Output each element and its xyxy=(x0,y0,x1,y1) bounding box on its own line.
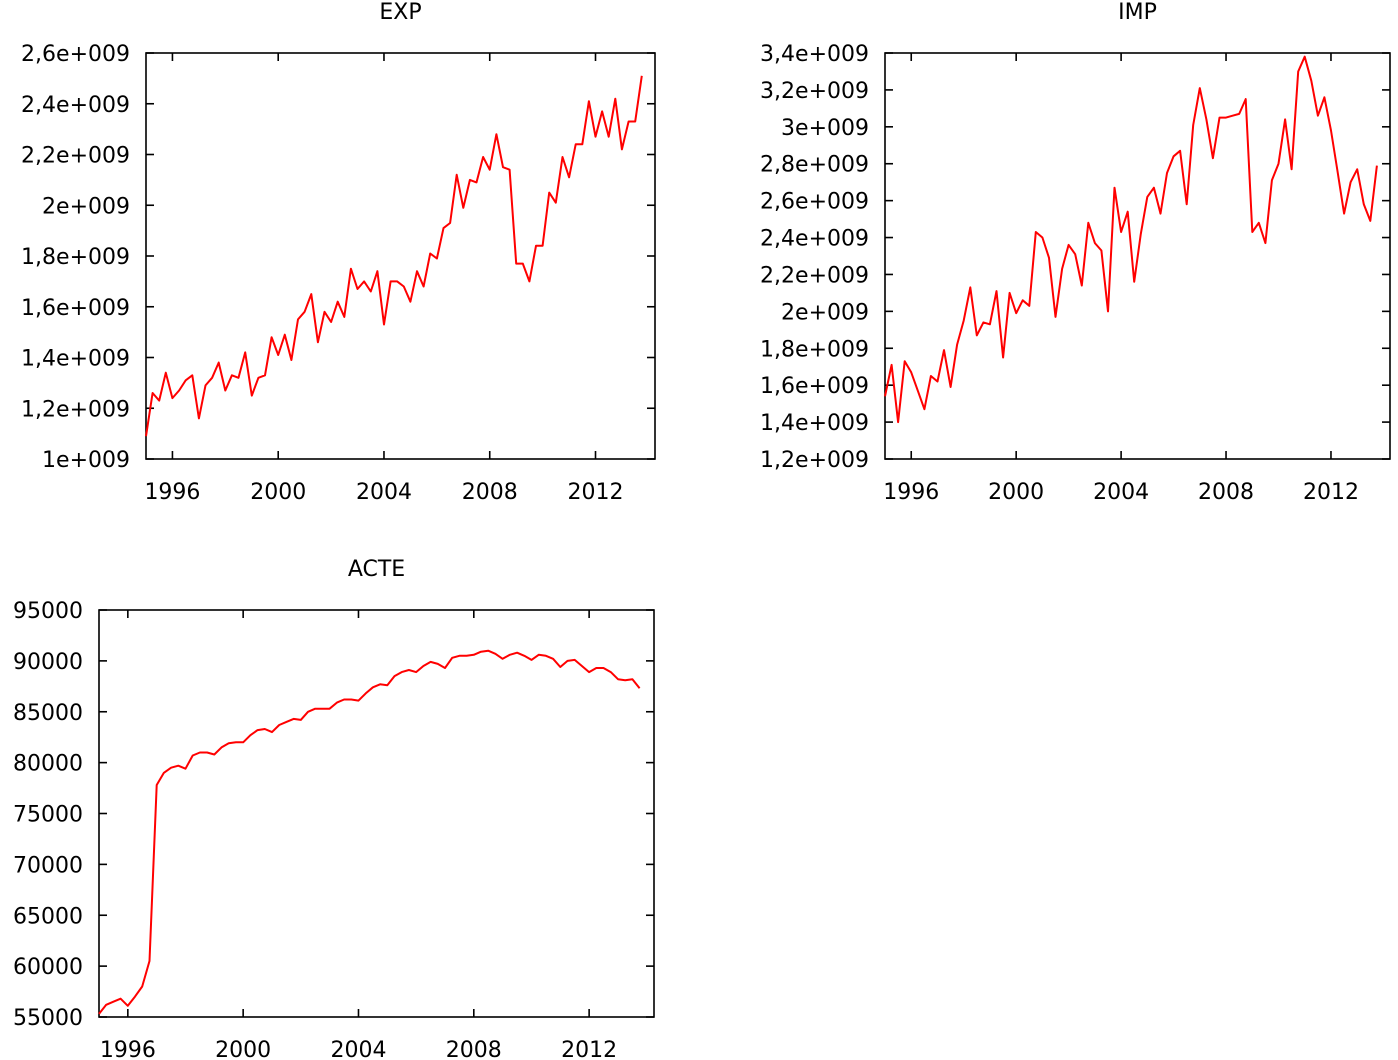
y-tick-label: 75000 xyxy=(13,803,83,828)
y-tick-label: 1,8e+009 xyxy=(760,337,869,362)
x-tick-label: 2000 xyxy=(988,480,1044,505)
x-tick-label: 1996 xyxy=(883,480,939,505)
x-tick-label: 2008 xyxy=(462,480,518,505)
series-line-imp xyxy=(884,55,1378,424)
y-tick-label: 1,6e+009 xyxy=(21,296,130,321)
y-tick-label: 1,8e+009 xyxy=(21,245,130,270)
y-tick-label: 2,4e+009 xyxy=(760,227,869,252)
x-tick-label: 2012 xyxy=(1303,480,1359,505)
plot-frame xyxy=(98,609,655,1018)
y-tick-label: 2,8e+009 xyxy=(760,153,869,178)
y-tick-label: 85000 xyxy=(13,701,83,726)
chart-acte: ACTE 55000 60000 65000 70000 75000 80000 85000 9… xyxy=(13,557,655,1060)
x-tick-label: 2000 xyxy=(250,480,306,505)
y-tick-label: 3,4e+009 xyxy=(760,42,869,67)
y-tick-label: 65000 xyxy=(13,904,83,929)
y-tick-label: 2,2e+009 xyxy=(21,144,130,169)
chart-exp: EXP 1e+009 1,2e+009 1,4e+009 1,6e+009 1,8e+00… xyxy=(21,0,656,505)
y-tick-label: 1,2e+009 xyxy=(760,448,869,473)
chart-title: IMP xyxy=(1118,0,1157,25)
y-tick-label: 1,4e+009 xyxy=(760,411,869,436)
y-tick-label: 70000 xyxy=(13,853,83,878)
x-tick-label: 2004 xyxy=(356,480,412,505)
x-tick-label: 2004 xyxy=(330,1038,386,1060)
x-tick-label: 2000 xyxy=(215,1038,271,1060)
series-line-acte xyxy=(98,649,641,1015)
y-tick-label: 90000 xyxy=(13,650,83,675)
y-tick-label: 2,6e+009 xyxy=(21,42,130,67)
y-tick-label: 2,4e+009 xyxy=(21,93,130,118)
y-tick-label: 1,2e+009 xyxy=(21,397,130,422)
y-tick-label: 2e+009 xyxy=(42,194,130,219)
y-tick-label: 1,6e+009 xyxy=(760,374,869,399)
y-tick-label: 2,6e+009 xyxy=(760,190,869,215)
y-tick-label: 2e+009 xyxy=(781,300,869,325)
x-tick-label: 2012 xyxy=(568,480,624,505)
chart-imp: IMP 1,2e+009 1,4e+009 1,6e+009 1,8e+009 2e+00… xyxy=(760,0,1391,505)
y-tick-label: 2,2e+009 xyxy=(760,263,869,288)
y-tick-label: 1,4e+009 xyxy=(21,347,130,372)
x-tick-label: 2012 xyxy=(561,1038,617,1060)
y-tick-label: 55000 xyxy=(13,1006,83,1031)
y-tick-label: 3e+009 xyxy=(781,116,869,141)
x-tick-label: 2008 xyxy=(446,1038,502,1060)
y-tick-label: 95000 xyxy=(13,599,83,624)
chart-title: EXP xyxy=(379,0,421,25)
y-tick-label: 80000 xyxy=(13,752,83,777)
x-tick-label: 1996 xyxy=(144,480,200,505)
chart-title: ACTE xyxy=(348,557,405,582)
y-tick-label: 1e+009 xyxy=(42,448,130,473)
x-tick-label: 1996 xyxy=(100,1038,156,1060)
y-tick-label: 3,2e+009 xyxy=(760,79,869,104)
plot-frame xyxy=(145,52,656,460)
y-tick-label: 60000 xyxy=(13,955,83,980)
x-tick-label: 2008 xyxy=(1198,480,1254,505)
plot-frame xyxy=(884,52,1391,460)
x-tick-label: 2004 xyxy=(1093,480,1149,505)
series-line-exp xyxy=(145,75,643,437)
